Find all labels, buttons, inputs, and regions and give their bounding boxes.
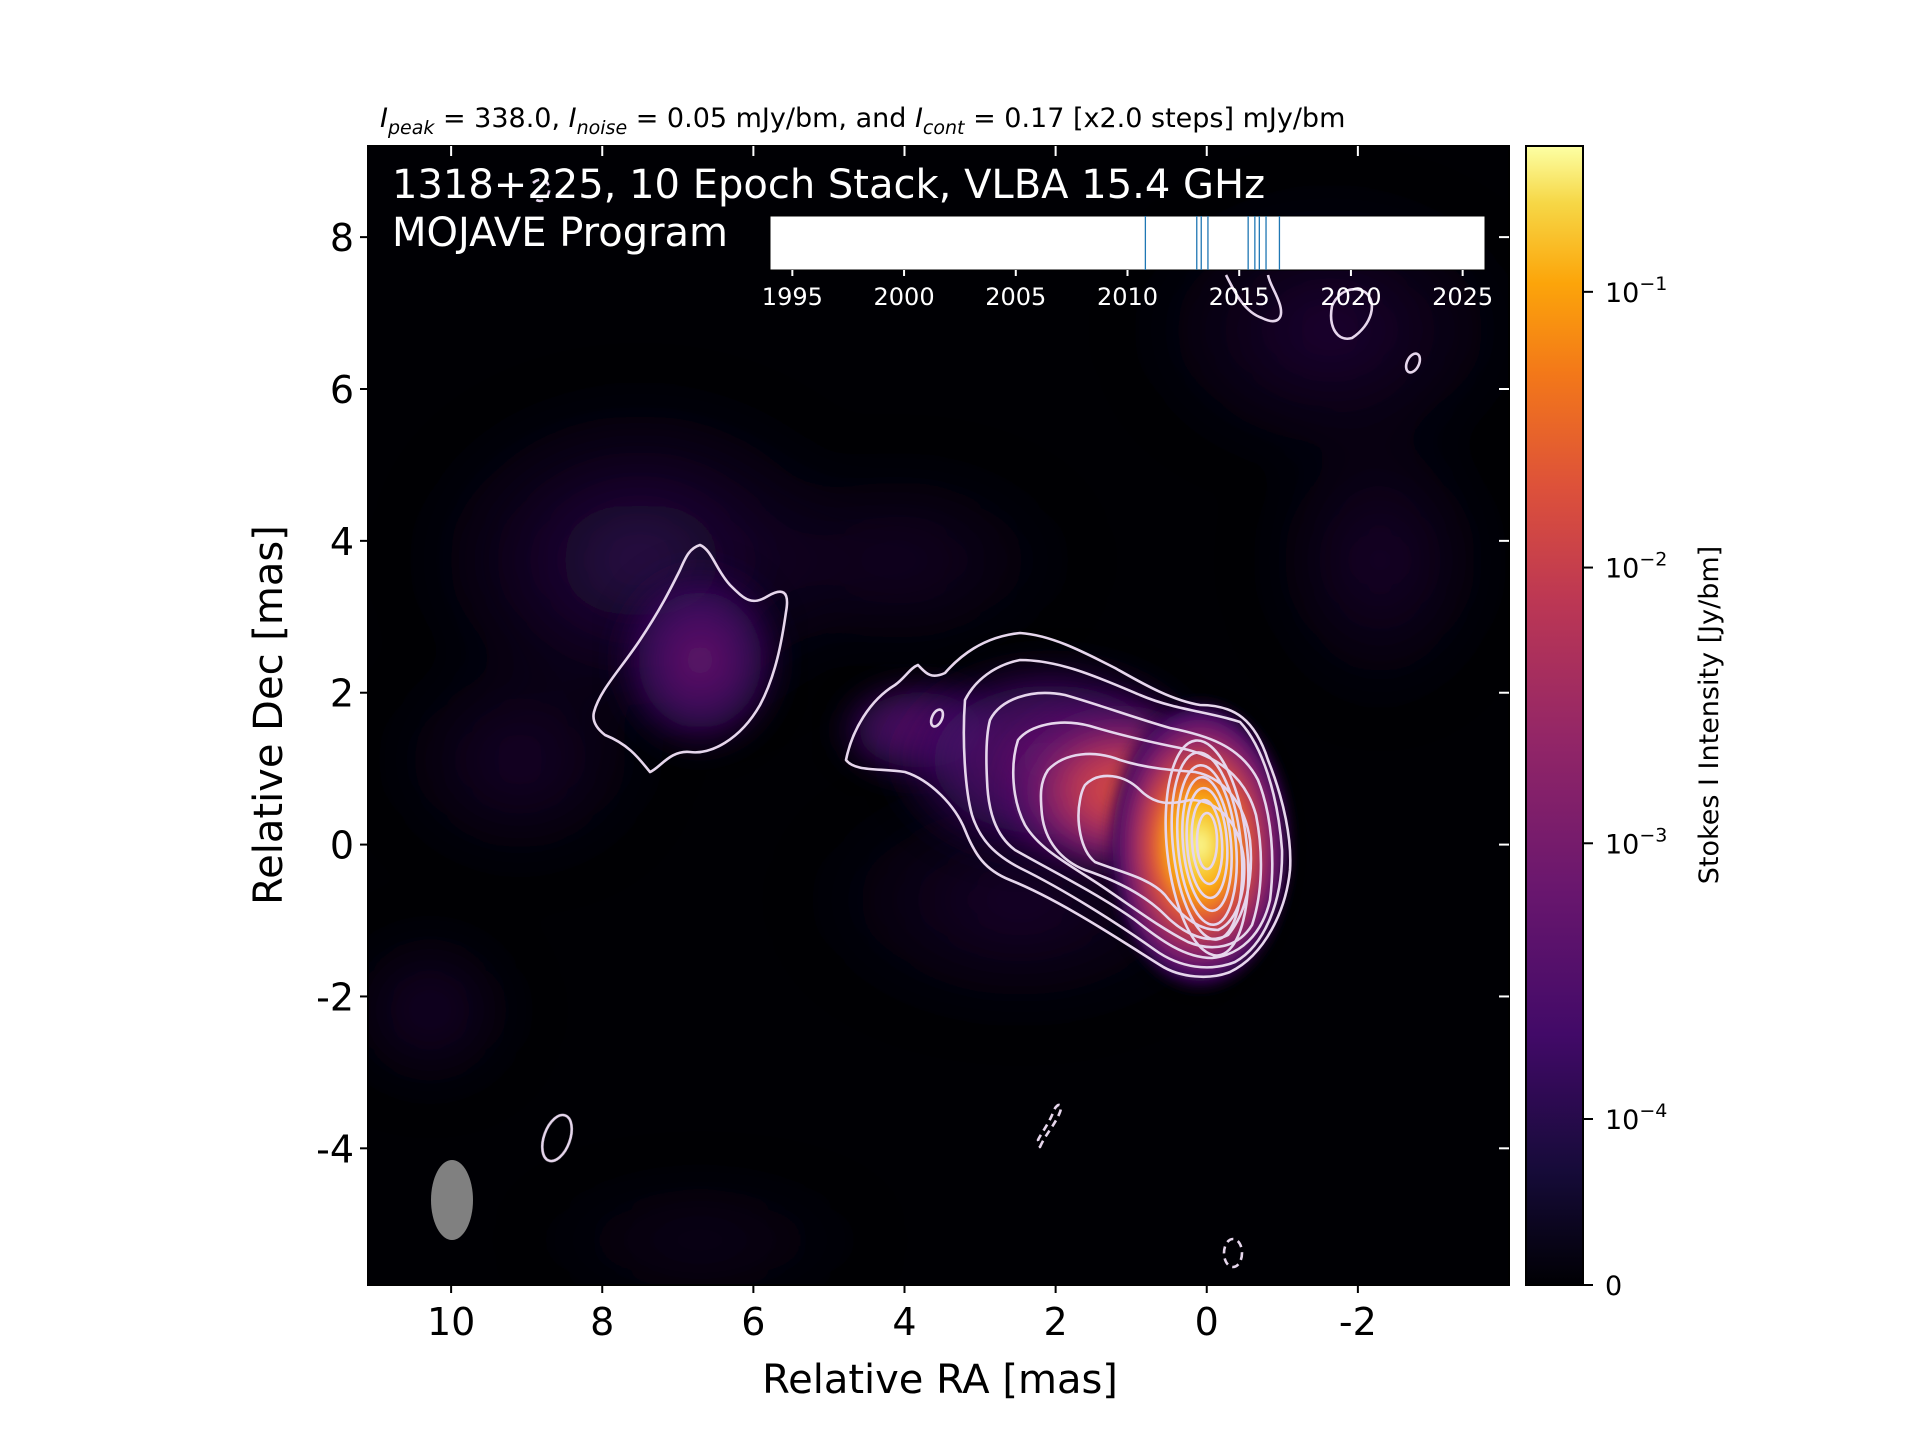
contour-jet-4 [1011, 721, 1263, 949]
x-tick-label-5: 0 [1195, 1300, 1219, 1344]
x-tick-label-3: 4 [892, 1300, 916, 1344]
x-tick-label-6: -2 [1339, 1300, 1377, 1344]
y-tick-label-1: 6 [330, 368, 354, 412]
beam-ellipse [431, 1160, 473, 1240]
epoch-tick-label-6: 2025 [1432, 283, 1493, 311]
contour-core-4 [1181, 775, 1233, 913]
x-tick-label-0: 10 [427, 1300, 475, 1344]
epoch-timeline-box [769, 215, 1486, 271]
chart-title: Ipeak = 338.0, Inoise = 0.05 mJy/bm, and… [380, 103, 1345, 139]
colorbar-ticks: 10−1 10−2 10−3 10−4 0 [1583, 273, 1667, 1302]
negative-contours [530, 178, 1244, 1269]
y-axis-label: Relative Dec [mas] [246, 525, 292, 905]
colorbar-tick-label-3: 10−4 [1605, 1100, 1667, 1136]
contour-outer-jet [592, 543, 789, 774]
y-tick-label-3: 2 [330, 672, 354, 716]
colorbar: 10−1 10−2 10−3 10−4 0 Stokes I Intensity [Jy… [1525, 145, 1725, 1302]
image-panel: 1318+225, 10 Epoch Stack, VLBA 15.4 GHz … [368, 146, 1509, 1285]
colorbar-tick-label-zero: 0 [1605, 1271, 1622, 1302]
epoch-tick-label-3: 2010 [1097, 283, 1158, 311]
contour-core-3 [1175, 763, 1239, 927]
contour-core-2 [1170, 751, 1244, 941]
contour-small-1 [929, 708, 945, 728]
negative-contour-3 [530, 178, 551, 203]
colorbar-tick-label-2: 10−3 [1605, 824, 1667, 860]
epoch-ticks: 1995 2000 2005 2010 2015 2020 2025 [762, 270, 1493, 311]
epoch-tick-label-4: 2015 [1209, 283, 1270, 311]
contour-top-1 [1224, 274, 1283, 323]
x-tick-label-2: 6 [741, 1300, 765, 1344]
contour-top-3 [1404, 352, 1422, 374]
contour-knot-2 [1077, 774, 1246, 932]
annotation-line-1: 1318+225, 10 Epoch Stack, VLBA 15.4 GHz [392, 162, 1265, 208]
annotation-line-2: MOJAVE Program [392, 210, 728, 256]
y-tick-label-5: -2 [316, 975, 354, 1019]
y-tick-label-4: 0 [330, 824, 354, 868]
contour-knot-1 [1039, 752, 1253, 941]
contour-small-2 [540, 1113, 574, 1163]
contour-core-7 [1195, 811, 1219, 871]
colorbar-label: Stokes I Intensity [Jy/bm] [1694, 546, 1725, 884]
epoch-tick-label-1: 2000 [874, 283, 935, 311]
x-axis-ticks: 10 8 6 4 2 0 -2 [427, 146, 1377, 1344]
y-axis-ticks: 8 6 4 2 0 -2 -4 [316, 216, 1509, 1171]
contour-core-1 [1164, 739, 1250, 957]
y-tick-label-2: 4 [330, 520, 354, 564]
contour-jet-1 [844, 631, 1292, 978]
contour-core-5 [1185, 786, 1229, 900]
negative-contour-2 [1222, 1237, 1244, 1269]
epoch-lines [1144, 216, 1281, 270]
contour-jet-2 [962, 658, 1284, 969]
y-tick-label-0: 8 [330, 216, 354, 260]
colorbar-tick-label-1: 10−2 [1605, 549, 1667, 585]
y-tick-label-6: -4 [316, 1127, 354, 1171]
negative-contour-1 [1036, 1103, 1063, 1149]
contours [530, 178, 1422, 1269]
x-tick-label-1: 8 [590, 1300, 614, 1344]
epoch-tick-label-2: 2005 [985, 283, 1046, 311]
colorbar-tick-label-0: 10−1 [1605, 273, 1667, 309]
epoch-timeline: 1995 2000 2005 2010 2015 2020 2025 [762, 215, 1493, 311]
x-axis-label: Relative RA [mas] [762, 1357, 1118, 1403]
colorbar-gradient [1525, 145, 1584, 1286]
contour-jet-3 [985, 691, 1274, 960]
contour-core-6 [1190, 798, 1224, 886]
epoch-tick-label-5: 2020 [1320, 283, 1381, 311]
epoch-tick-label-0: 1995 [762, 283, 823, 311]
contour-top-2 [1329, 287, 1374, 340]
x-tick-label-4: 2 [1044, 1300, 1068, 1344]
plot-frame [367, 145, 1510, 1286]
